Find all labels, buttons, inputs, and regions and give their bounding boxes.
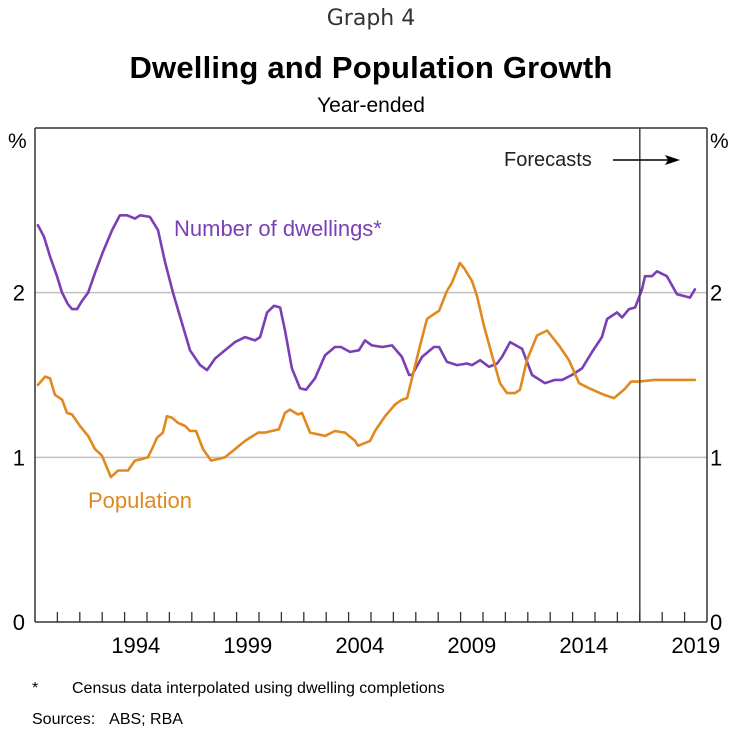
y-tick-label-right: 1 (710, 445, 722, 470)
y-tick-label-right: 2 (710, 281, 722, 306)
plot-frame (34, 127, 708, 623)
x-axis-ticks (56, 612, 686, 622)
x-tick-label: 2019 (671, 633, 720, 658)
sources-label: Sources: (32, 711, 96, 728)
forecast-arrow-icon (665, 155, 680, 165)
y-tick-label-left: 0 (13, 610, 25, 635)
annotations: Number of dwellings* Population Forecasts (88, 149, 680, 513)
chart-title: Dwelling and Population Growth (129, 50, 613, 85)
sources-line: Sources: ABS; RBA (32, 711, 183, 729)
y-unit-left: % (8, 130, 27, 153)
graph-number: Graph 4 (326, 6, 416, 31)
x-tick-label: 1999 (223, 633, 272, 658)
population-line (36, 261, 697, 479)
series-lines (36, 214, 697, 479)
x-tick-label: 2004 (335, 633, 384, 658)
x-tick-label: 2014 (559, 633, 608, 658)
gridlines (35, 291, 707, 459)
dwellings-series-label: Number of dwellings* (174, 216, 382, 241)
y-tick-label-right: 0 (710, 610, 722, 635)
footnote-text: Census data interpolated using dwelling … (72, 680, 445, 697)
forecasts-label: Forecasts (504, 149, 592, 171)
sources-value: ABS; RBA (109, 711, 183, 728)
y-tick-label-left: 1 (13, 445, 25, 470)
footnote-marker: * (32, 680, 39, 697)
y-unit-right: % (710, 130, 729, 153)
y-tick-label-left: 2 (13, 281, 25, 306)
chart-subtitle: Year-ended (317, 94, 425, 117)
x-tick-label: 2009 (447, 633, 496, 658)
population-series-label: Population (88, 488, 192, 513)
x-tick-label: 1994 (111, 633, 160, 658)
dwellings-line (36, 214, 697, 392)
